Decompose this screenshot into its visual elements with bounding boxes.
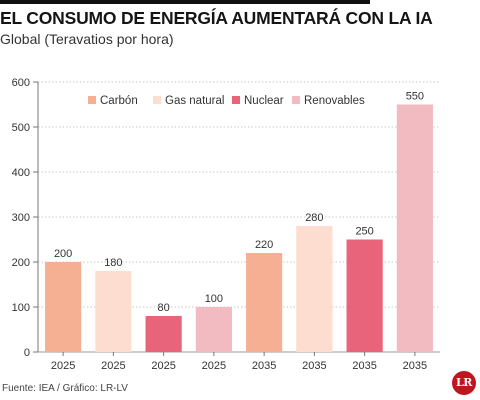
- bars: [45, 104, 433, 352]
- legend-swatch-carb-n: [88, 96, 96, 104]
- x-tick-label: 2025: [51, 360, 75, 372]
- bar-renovables-2035: [396, 104, 433, 352]
- x-tick-label: 2035: [302, 360, 326, 372]
- legend-label-carb-n: Carbón: [100, 95, 138, 107]
- y-tick-label: 600: [12, 77, 30, 89]
- bar-gas-natural-2035: [296, 226, 333, 352]
- x-tick-label: 2025: [151, 360, 175, 372]
- value-label: 280: [305, 212, 323, 224]
- legend-swatch-nuclear: [232, 96, 240, 104]
- bar-gas-natural-2025: [95, 271, 132, 352]
- x-tick-label: 2035: [403, 360, 427, 372]
- x-tick-label: 2025: [202, 360, 226, 372]
- chart-subtitle: Global (Teravatios por hora): [0, 31, 174, 47]
- x-tick-label: 2025: [101, 360, 125, 372]
- legend-label-renovables: Renovables: [304, 95, 365, 107]
- source-note: Fuente: IEA / Gráfico: LR-LV: [2, 383, 128, 394]
- y-tick-label: 100: [12, 302, 30, 314]
- data-labels: 200 180 80 100 220 280 250 550: [54, 91, 424, 315]
- legend-label-nuclear: Nuclear: [244, 95, 284, 107]
- value-label: 550: [406, 91, 424, 103]
- legend-swatch-renovables: [292, 96, 300, 104]
- lr-logo: LR: [452, 371, 476, 395]
- top-rule: [0, 0, 370, 4]
- value-label: 220: [255, 239, 273, 251]
- y-tick-label: 500: [12, 122, 30, 134]
- bar-renovables-2025: [195, 307, 232, 352]
- chart-title: EL CONSUMO DE ENERGÍA AUMENTARÁ CON LA I…: [0, 8, 433, 28]
- legend-label-gas-natural: Gas natural: [165, 95, 224, 107]
- x-tick-label: 2035: [352, 360, 376, 372]
- bar-nuclear-2025: [145, 316, 182, 352]
- bar-carb-n-2035: [246, 253, 283, 352]
- value-label: 80: [158, 302, 170, 314]
- bar-nuclear-2035: [346, 239, 383, 352]
- x-tick-label: 2035: [252, 360, 276, 372]
- legend-swatch-gas-natural: [153, 96, 161, 104]
- y-tick-label: 400: [12, 167, 30, 179]
- y-tick-label: 0: [24, 347, 30, 359]
- value-label: 200: [54, 248, 72, 260]
- y-axis: 0 100 200 300 400 500 600: [12, 77, 39, 359]
- x-axis: 2025 2025 2025 2025 2035 2035 2035 2035: [51, 352, 427, 372]
- y-tick-label: 300: [12, 212, 30, 224]
- y-tick-label: 200: [12, 257, 30, 269]
- value-label: 100: [205, 293, 223, 305]
- value-label: 250: [355, 226, 373, 238]
- legend: Carbón Gas natural Nuclear Renovables: [88, 95, 365, 107]
- bar-carb-n-2025: [45, 262, 82, 352]
- value-label: 180: [104, 257, 122, 269]
